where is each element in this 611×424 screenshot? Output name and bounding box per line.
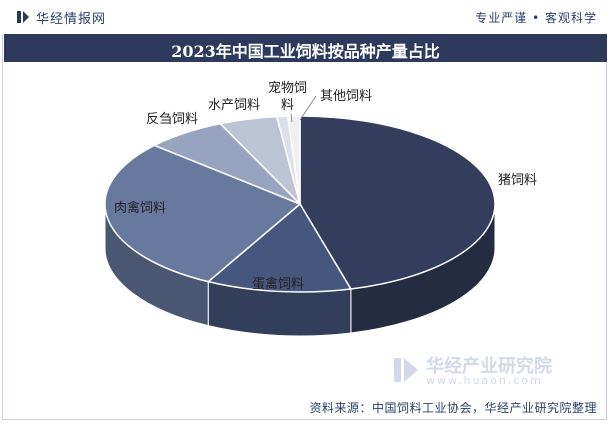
watermark-icon xyxy=(394,358,418,382)
watermark-logo: 华经产业研究院 www.huaon.com xyxy=(392,352,602,392)
pie-slice-1 xyxy=(299,115,496,290)
header-bar: 华经情报网 专业严谨 • 客观科学 xyxy=(0,0,611,34)
slice-label-3: 肉禽饲料 xyxy=(114,200,166,216)
leader-line-other xyxy=(299,95,317,121)
slice-label-4: 反刍饲料 xyxy=(146,112,198,127)
source-note: 资料来源：中国饲料工业协会，华经产业研究院整理 xyxy=(309,401,597,415)
slice-label-2: 蛋禽饲料 xyxy=(252,276,304,292)
slice-label-6: 宠物饲料 xyxy=(268,80,307,113)
slice-label-5: 水产饲料 xyxy=(208,98,260,113)
watermark-url: www.huaon.com xyxy=(426,374,543,387)
watermark-name: 华经产业研究院 xyxy=(426,356,552,377)
slice-label-1: 猪饲料 xyxy=(498,173,537,188)
pie-top-faces xyxy=(104,115,496,293)
brand-logo-icon xyxy=(17,11,29,23)
brand-name: 华经情报网 xyxy=(36,12,107,27)
leader-line-pet xyxy=(290,113,293,123)
title-bar: 2023年中国工业饲料按品种产量占比 xyxy=(4,34,607,62)
pie-slice-3 xyxy=(104,144,302,283)
slice-label-7: 其他饲料 xyxy=(320,89,372,104)
pie-side-walls xyxy=(104,203,496,337)
header-slogan: 专业严谨 • 客观科学 xyxy=(475,11,597,25)
pie-slice-2 xyxy=(206,202,353,293)
chart-title: 2023年中国工业饲料按品种产量占比 xyxy=(171,42,440,61)
pie-slice-7 xyxy=(286,115,301,205)
